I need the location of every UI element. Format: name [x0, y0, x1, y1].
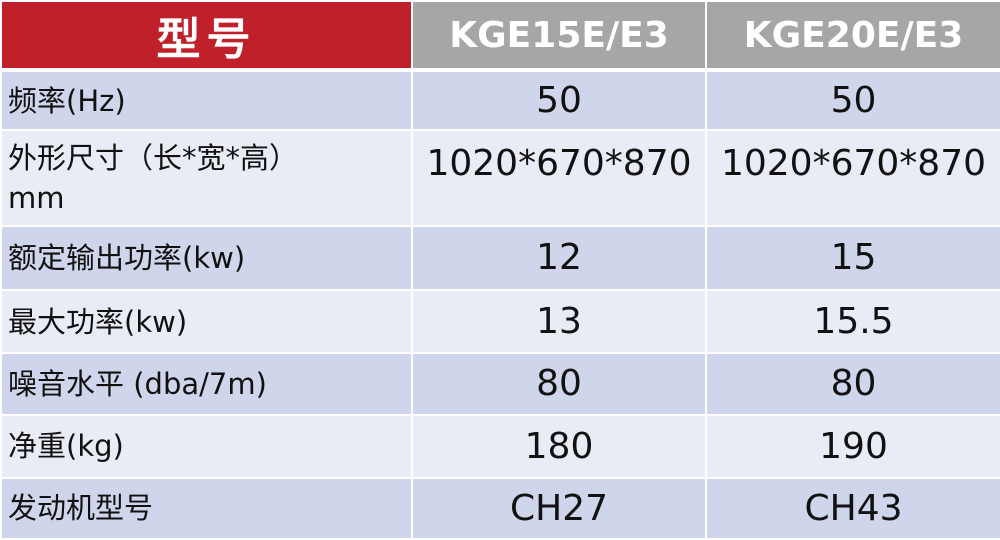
cell-value: 15 — [705, 224, 1000, 292]
table-row: 噪音水平 (dba/7m) 80 80 — [0, 352, 1000, 416]
cell-value: 1020*670*870 — [705, 129, 1000, 227]
cell-value: 180 — [411, 413, 707, 479]
row-label: 发动机型号 — [0, 476, 413, 540]
cell-value: 12 — [411, 224, 707, 292]
row-label: 频率(Hz) — [0, 69, 413, 132]
cell-value: 50 — [705, 69, 1000, 132]
cell-value: 80 — [705, 352, 1000, 416]
row-label: 最大功率(kw) — [0, 289, 413, 355]
header-model: KGE15E/E3 — [411, 0, 707, 73]
cell-value: CH27 — [411, 476, 707, 540]
cell-value: CH43 — [705, 476, 1000, 540]
header-title: 型号 — [0, 0, 413, 73]
table-row: 外形尺寸（长*宽*高）mm 1020*670*870 1020*670*870 — [0, 129, 1000, 227]
cell-value: 50 — [411, 69, 707, 132]
cell-value: 13 — [411, 289, 707, 355]
row-label: 净重(kg) — [0, 413, 413, 479]
cell-value: 1020*670*870 — [411, 129, 707, 227]
row-label: 外形尺寸（长*宽*高）mm — [0, 129, 413, 227]
table-row: 最大功率(kw) 13 15.5 — [0, 289, 1000, 355]
row-label: 噪音水平 (dba/7m) — [0, 352, 413, 416]
table-row: 额定输出功率(kw) 12 15 — [0, 224, 1000, 292]
row-label: 额定输出功率(kw) — [0, 224, 413, 292]
header-model: KGE20E/E3 — [705, 0, 1000, 73]
header-row: 型号 KGE15E/E3 KGE20E/E3 — [0, 0, 1000, 73]
cell-value: 190 — [705, 413, 1000, 479]
table-row: 净重(kg) 180 190 — [0, 413, 1000, 479]
table-row: 发动机型号 CH27 CH43 — [0, 476, 1000, 540]
cell-value: 80 — [411, 352, 707, 416]
cell-value: 15.5 — [705, 289, 1000, 355]
table-row: 频率(Hz) 50 50 — [0, 69, 1000, 132]
